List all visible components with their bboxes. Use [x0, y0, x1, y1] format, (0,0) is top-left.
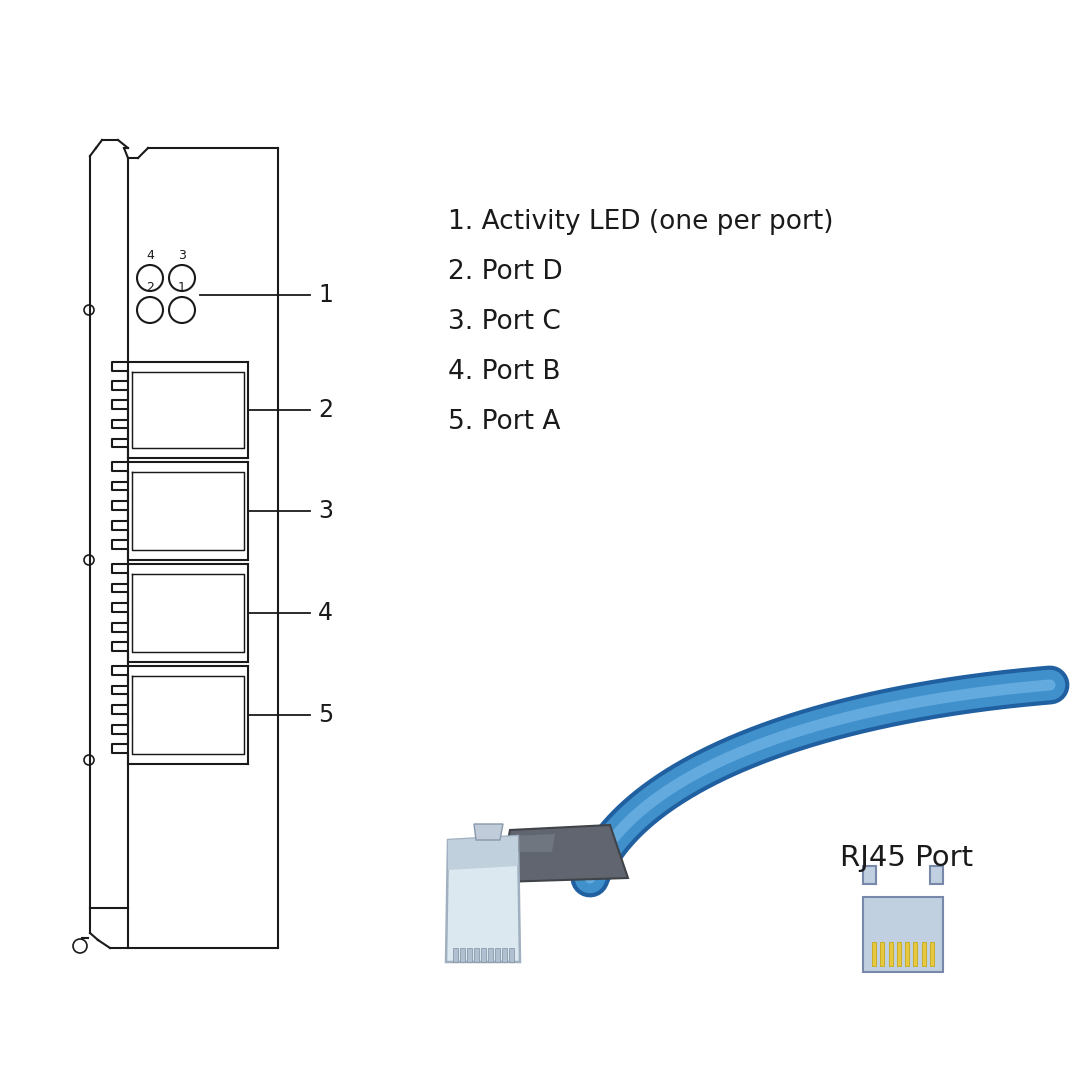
- Text: 1: 1: [318, 283, 333, 307]
- Text: 3: 3: [178, 249, 186, 262]
- Bar: [509, 948, 514, 962]
- Polygon shape: [500, 825, 627, 882]
- Text: 3: 3: [318, 499, 333, 523]
- Bar: [467, 948, 472, 962]
- Bar: [460, 948, 465, 962]
- Polygon shape: [446, 836, 519, 962]
- Bar: [495, 948, 500, 962]
- Bar: [453, 948, 458, 962]
- Text: 4: 4: [146, 249, 154, 262]
- Polygon shape: [474, 824, 503, 840]
- Bar: [930, 866, 943, 885]
- Bar: [502, 948, 507, 962]
- Bar: [474, 948, 480, 962]
- Bar: [896, 942, 901, 966]
- Bar: [488, 948, 492, 962]
- Text: 4: 4: [318, 600, 333, 625]
- Text: 2. Port D: 2. Port D: [448, 259, 563, 285]
- Polygon shape: [448, 836, 518, 870]
- Bar: [863, 897, 943, 972]
- Text: 1. Activity LED (one per port): 1. Activity LED (one per port): [448, 210, 834, 235]
- Bar: [863, 866, 876, 885]
- Bar: [872, 942, 876, 966]
- Text: 5. Port A: 5. Port A: [448, 409, 561, 435]
- Bar: [914, 942, 917, 966]
- Text: 5: 5: [318, 703, 334, 727]
- Bar: [921, 942, 926, 966]
- Bar: [930, 942, 934, 966]
- Text: RJ45 Port: RJ45 Port: [840, 843, 973, 872]
- Bar: [481, 948, 486, 962]
- Bar: [889, 942, 892, 966]
- Polygon shape: [514, 834, 555, 852]
- Bar: [905, 942, 909, 966]
- Text: 3. Port C: 3. Port C: [448, 309, 561, 335]
- Text: 4. Port B: 4. Port B: [448, 359, 561, 384]
- Text: 1: 1: [178, 281, 186, 294]
- Text: 2: 2: [318, 399, 333, 422]
- Text: 2: 2: [146, 281, 154, 294]
- Bar: [880, 942, 885, 966]
